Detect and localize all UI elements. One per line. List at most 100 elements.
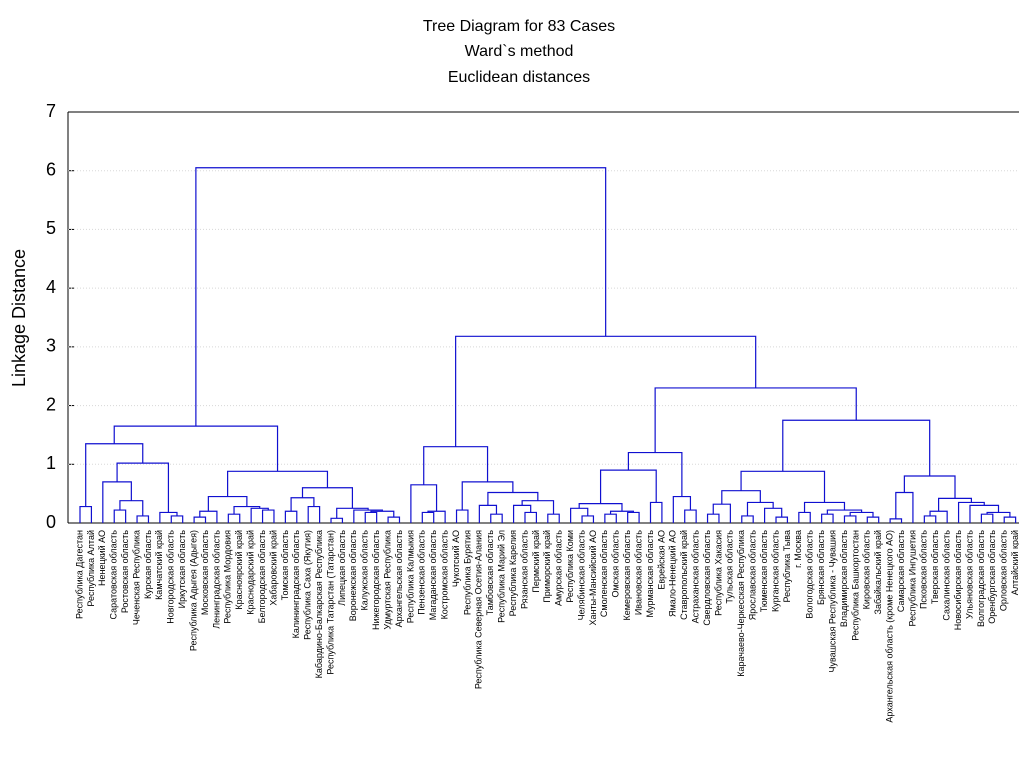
leaf-label: Рязанская область: [519, 530, 529, 609]
link: [895, 491, 914, 523]
link: [227, 470, 329, 497]
leaf-label: Республика Коми: [565, 530, 575, 603]
leaf-label: Свердловская область: [702, 530, 712, 626]
link: [423, 446, 489, 485]
link: [330, 517, 344, 523]
link: [387, 516, 401, 523]
link: [578, 503, 623, 512]
link: [119, 500, 144, 516]
leaf-label: Республика Хакасия: [713, 530, 723, 616]
leaf-label: Астраханская область: [691, 530, 701, 624]
link: [969, 504, 1000, 523]
link: [903, 475, 956, 499]
link: [478, 504, 498, 523]
leaf-label: Ямало-Ненецкий АО: [668, 530, 678, 617]
y-tick-label: 2: [46, 394, 56, 414]
leaf-label: Республика Калмыкия: [405, 530, 415, 623]
leaf-label: Оренбургская область: [987, 530, 997, 624]
leaf-label: Московская область: [200, 530, 210, 615]
leaf-label: Приморский край: [542, 530, 552, 603]
link: [821, 513, 834, 523]
chart-subtitle: Euclidean distances: [448, 69, 590, 86]
link: [364, 511, 378, 523]
leaf-label: Ленинградская область: [211, 530, 221, 629]
leaf-label: Тамбовская область: [485, 530, 495, 616]
leaf-label: Новосибирская область: [953, 530, 963, 631]
leaf-label: Алтайский край: [1010, 530, 1019, 595]
link: [672, 495, 692, 523]
leaf-label: Воронежская область: [348, 530, 358, 622]
link: [843, 515, 857, 523]
y-tick-label: 6: [46, 159, 56, 179]
link: [782, 419, 931, 477]
leaf-label: Хабаровский край: [268, 530, 278, 606]
link: [102, 481, 132, 523]
leaf-label: Удмуртская Республика: [382, 530, 392, 630]
link: [410, 484, 438, 523]
leaf-label: Кемеровская область: [622, 530, 632, 621]
leaf-label: Белгородская область: [257, 530, 267, 624]
link: [195, 167, 607, 427]
leaf-label: Томская область: [280, 530, 290, 601]
leaf-label: Пензенская область: [417, 530, 427, 615]
leaf-label: Республика Мордовия: [223, 530, 233, 624]
leaf-label: Ненецкий АО: [97, 530, 107, 586]
link: [85, 443, 144, 507]
leaf-label: Кабардино-Балкарская Республика: [314, 530, 324, 678]
leaf-label: Смоленская область: [599, 530, 609, 617]
link: [136, 515, 150, 523]
leaf-label: Краснодарский край: [246, 530, 256, 615]
link: [741, 515, 754, 523]
leaf-label: Архангельская область (кроме Ненецкого А…: [884, 530, 894, 723]
chart-subtitle: Ward`s method: [465, 43, 574, 60]
y-tick-label: 5: [46, 218, 56, 238]
link: [307, 505, 321, 523]
link: [764, 507, 783, 523]
link: [627, 451, 683, 497]
leaf-label: Владимирская область: [839, 530, 849, 627]
leaf-label: Республика Карелия: [508, 530, 518, 616]
link: [826, 509, 863, 515]
link: [599, 469, 657, 504]
leaf-label: Сахалинская область: [942, 530, 952, 621]
leaf-label: Ульяновская область: [964, 530, 974, 619]
leaf-label: Псковская область: [919, 530, 929, 609]
leaf-label: Самарская область: [896, 530, 906, 612]
link: [490, 513, 503, 523]
link: [938, 497, 973, 512]
link: [521, 500, 555, 515]
leaf-label: Саратовская область: [109, 530, 119, 620]
leaf-label: Вологодская область: [805, 530, 815, 619]
link: [170, 515, 184, 523]
link: [604, 513, 617, 523]
leaf-label: Ростовская область: [120, 530, 130, 613]
link: [113, 425, 279, 472]
leaf-label: Ивановская область: [633, 530, 643, 615]
leaf-label: Республика Саха (Якутия): [303, 530, 313, 640]
link: [684, 509, 697, 523]
leaf-label: Карачаево-Черкесская Республика: [736, 530, 746, 677]
leaf-label: Красноярский край: [234, 530, 244, 610]
link: [1003, 516, 1017, 523]
leaf-label: Республика Ингушетия: [907, 530, 917, 627]
leaf-label: Мурманская область: [645, 530, 655, 618]
link: [487, 491, 539, 506]
link: [193, 516, 207, 523]
y-tick-label: 1: [46, 453, 56, 473]
leaf-label: Еврейская АО: [656, 530, 666, 590]
link: [233, 505, 261, 515]
leaf-label: Липецкая область: [337, 530, 347, 606]
link: [79, 505, 93, 523]
leaf-label: Камчатский край: [154, 530, 164, 600]
leaf-label: Республика Марий Эл: [497, 530, 507, 623]
link: [353, 509, 383, 523]
leaf-label: г. Москва: [793, 530, 803, 568]
link: [929, 510, 948, 523]
leaf-label: Брянская область: [816, 530, 826, 605]
chart-title: Tree Diagram for 83 Cases: [423, 18, 615, 35]
link: [290, 497, 315, 512]
leaf-label: Чеченская Республика: [131, 530, 141, 625]
link: [455, 509, 469, 523]
leaf-label: Ханты-Мансийский АО: [588, 530, 598, 626]
link: [798, 511, 811, 523]
